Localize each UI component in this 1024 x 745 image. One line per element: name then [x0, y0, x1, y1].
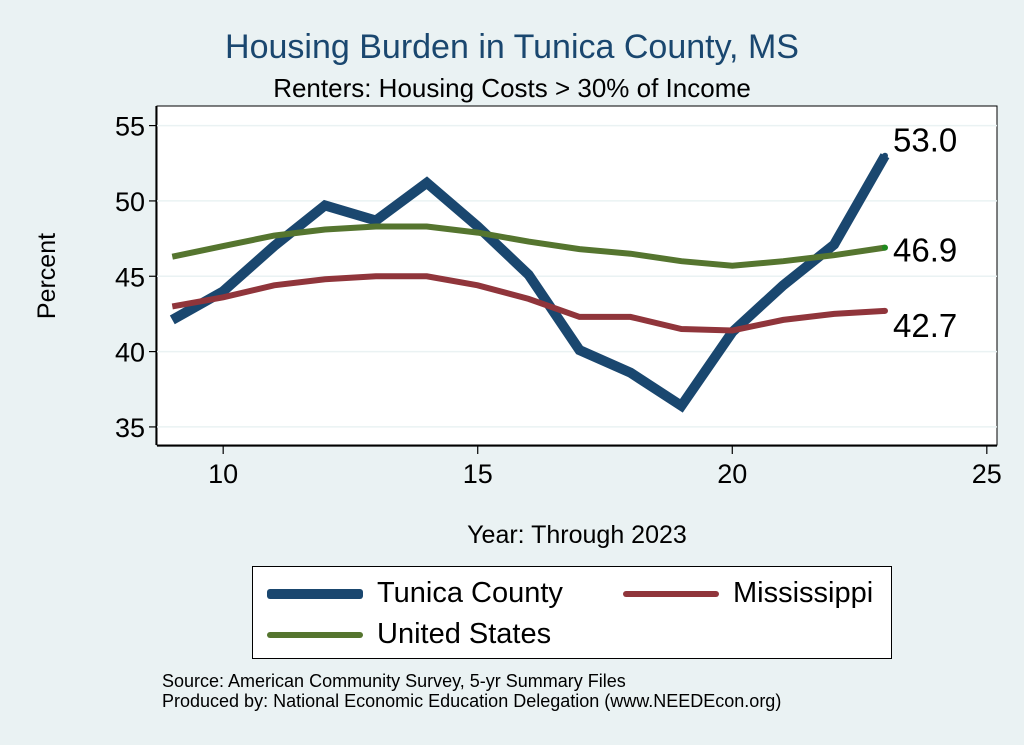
legend-label-mississippi: Mississippi — [733, 577, 874, 609]
legend-swatch-mississippi — [623, 590, 719, 597]
y-tick-label: 45 — [115, 262, 145, 292]
produced-by-line: Produced by: National Economic Education… — [162, 691, 782, 711]
y-axis: 35 40 45 50 55 — [115, 106, 157, 445]
end-label-mississippi: 42.7 — [893, 307, 957, 344]
legend-label-united-states: United States — [377, 618, 552, 650]
series-lines — [169, 153, 890, 413]
source-line: Source: American Community Survey, 5-yr … — [162, 671, 626, 691]
end-marker-tunica-county — [882, 152, 888, 159]
end-labels: 53.0 42.7 46.9 — [882, 122, 957, 344]
end-marker-united-states — [882, 244, 888, 251]
plot-area — [156, 105, 998, 446]
x-axis-title: Year: Through 2023 — [467, 521, 687, 549]
x-tick-label: 20 — [717, 459, 747, 489]
y-axis-title: Percent — [33, 233, 61, 319]
chart-title: Housing Burden in Tunica County, MS — [225, 28, 799, 66]
legend: Tunica County Mississippi United States — [252, 566, 892, 659]
x-axis: 10 15 20 25 — [157, 445, 1002, 489]
y-tick-label: 35 — [115, 413, 145, 443]
end-label-tunica-county: 53.0 — [893, 122, 957, 159]
legend-item-mississippi: Mississippi — [623, 577, 873, 610]
legend-item-tunica-county: Tunica County — [267, 577, 563, 610]
y-tick-label: 50 — [115, 187, 145, 217]
x-tick-label: 10 — [208, 459, 238, 489]
legend-swatch-tunica-county — [267, 588, 363, 599]
line-chart: 35 40 45 50 55 10 15 20 25 53.0 42.7 46.9 Year: T… — [33, 105, 1002, 549]
x-tick-label: 15 — [463, 459, 493, 489]
legend-label-tunica-county: Tunica County — [377, 577, 563, 609]
legend-item-united-states: United States — [267, 618, 551, 651]
legend-swatch-united-states — [267, 631, 363, 638]
end-marker-mississippi — [882, 307, 888, 314]
chart-subtitle: Renters: Housing Costs > 30% of Income — [273, 73, 751, 103]
y-tick-label: 40 — [115, 338, 145, 368]
x-tick-label: 25 — [972, 459, 1002, 489]
y-tick-label: 55 — [115, 112, 145, 142]
end-label-united-states: 46.9 — [893, 232, 957, 269]
source-note: Source: American Community Survey, 5-yr … — [162, 671, 781, 711]
